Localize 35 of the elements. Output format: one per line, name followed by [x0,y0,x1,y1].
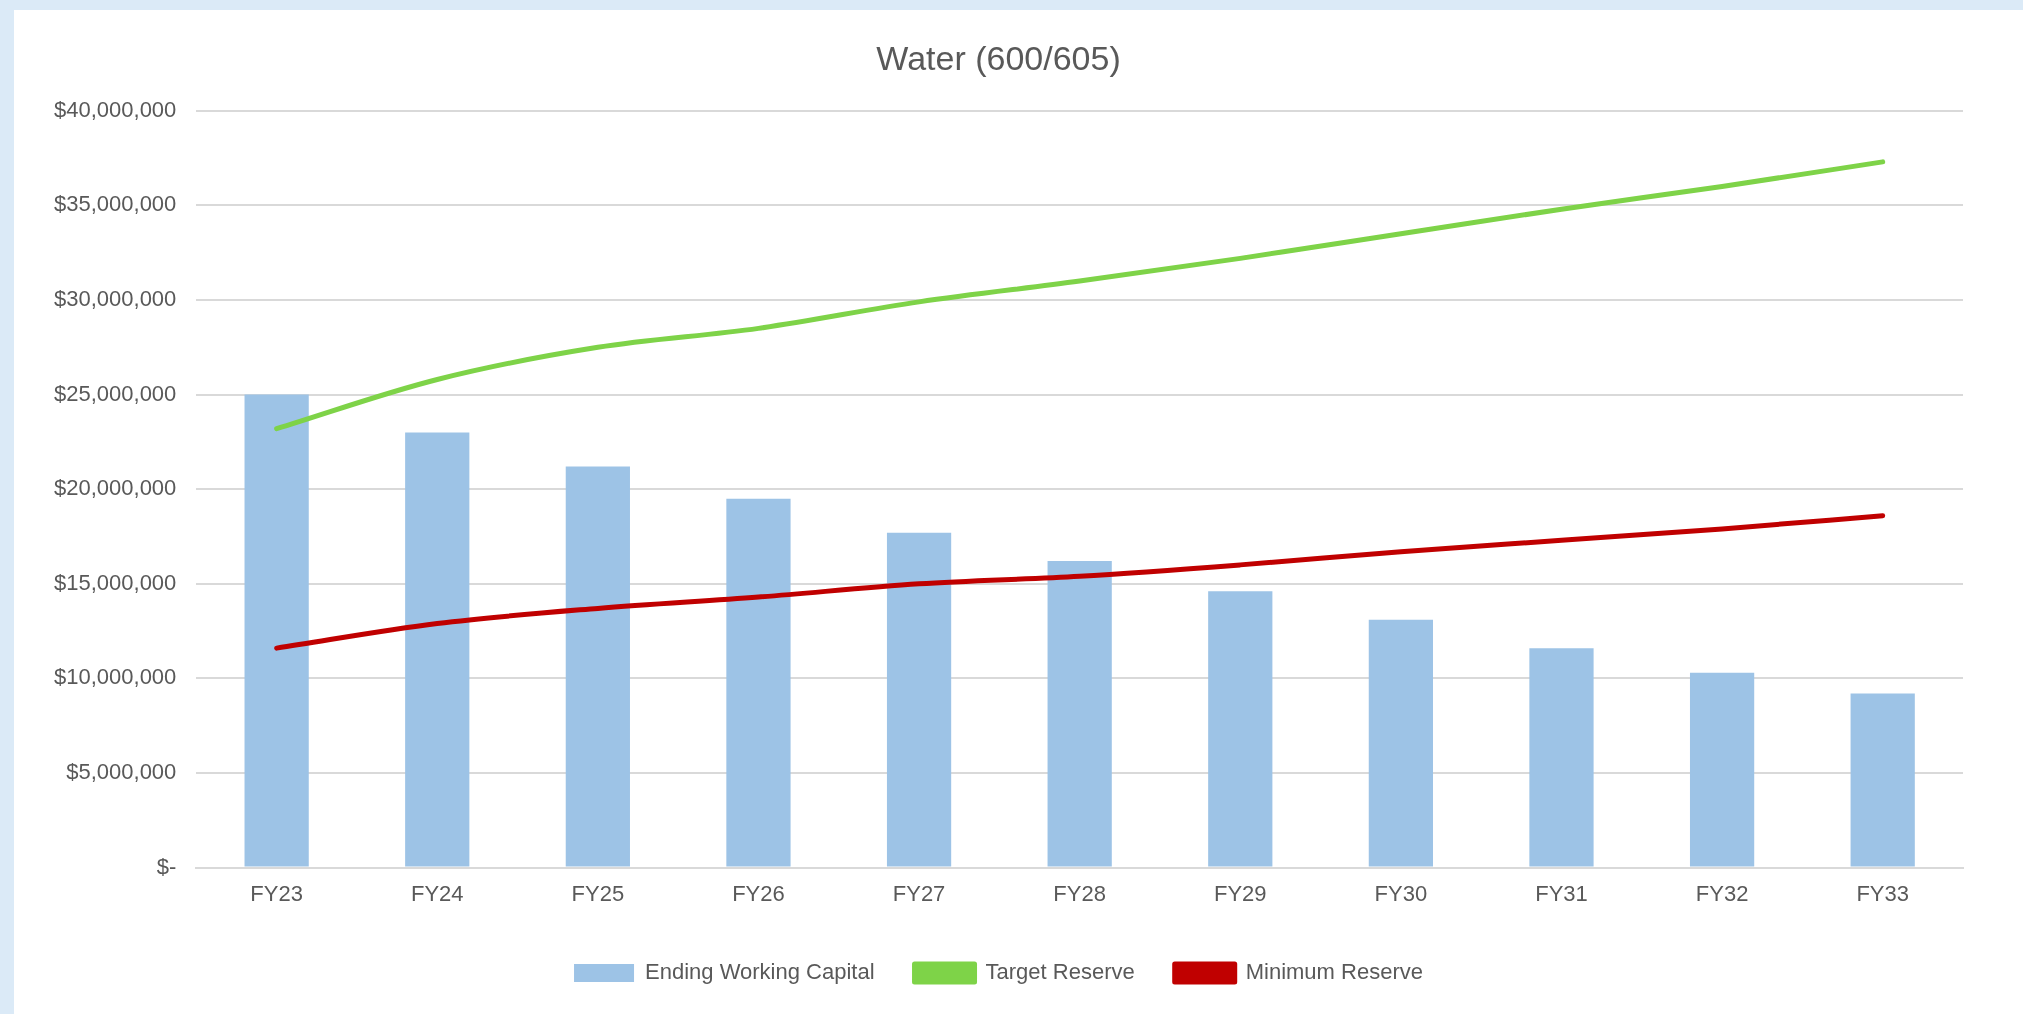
legend-label: Minimum Reserve [1245,959,1423,985]
y-tick-label: $35,000,000 [54,191,177,217]
y-tick-label: $20,000,000 [54,475,177,501]
x-tick-label: FY27 [892,880,946,906]
bar [1689,672,1755,867]
x-tick-label: FY32 [1695,880,1749,906]
y-tick-label: $10,000,000 [54,664,177,690]
bar [726,498,791,867]
bar [405,432,470,867]
x-tick-label: FY28 [1053,880,1106,906]
x-tick-label: FY33 [1856,880,1909,906]
x-tick-label: FY26 [732,880,785,906]
legend-label: Ending Working Capital [645,959,875,985]
y-tick-label: $- [156,853,177,879]
y-tick-label: $25,000,000 [54,380,177,406]
bar [1208,591,1273,867]
x-tick-label: FY24 [410,880,464,906]
x-tick-label: FY23 [250,880,303,906]
y-tick-label: $15,000,000 [54,569,177,595]
bar [565,466,630,867]
x-tick-label: FY30 [1374,880,1428,906]
y-tick-label: $5,000,000 [66,759,177,785]
bar [1529,648,1594,867]
legend-label: Target Reserve [985,959,1135,985]
bar [1368,619,1433,867]
bar [1047,561,1112,867]
bar [886,532,952,867]
x-tick-label: FY29 [1213,880,1267,906]
x-tick-label: FY31 [1535,880,1588,906]
y-tick-label: $40,000,000 [54,96,177,122]
chart-title: Water (600/605) [876,38,1121,77]
y-tick-label: $30,000,000 [54,286,177,312]
bar [244,394,309,867]
x-tick-label: FY25 [571,880,625,906]
bar [1850,693,1915,867]
